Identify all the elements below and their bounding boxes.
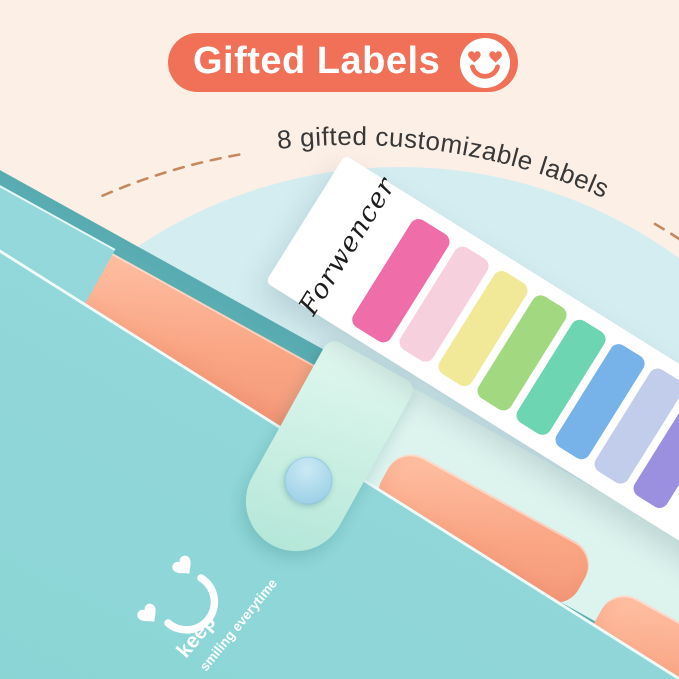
smiley-heart-eyes-icon — [459, 37, 511, 88]
title-badge: Gifted Labels — [168, 33, 518, 92]
badge-label: Gifted Labels — [193, 40, 441, 82]
strap-snap-button — [275, 447, 342, 514]
dashed-arc-left — [101, 152, 247, 197]
